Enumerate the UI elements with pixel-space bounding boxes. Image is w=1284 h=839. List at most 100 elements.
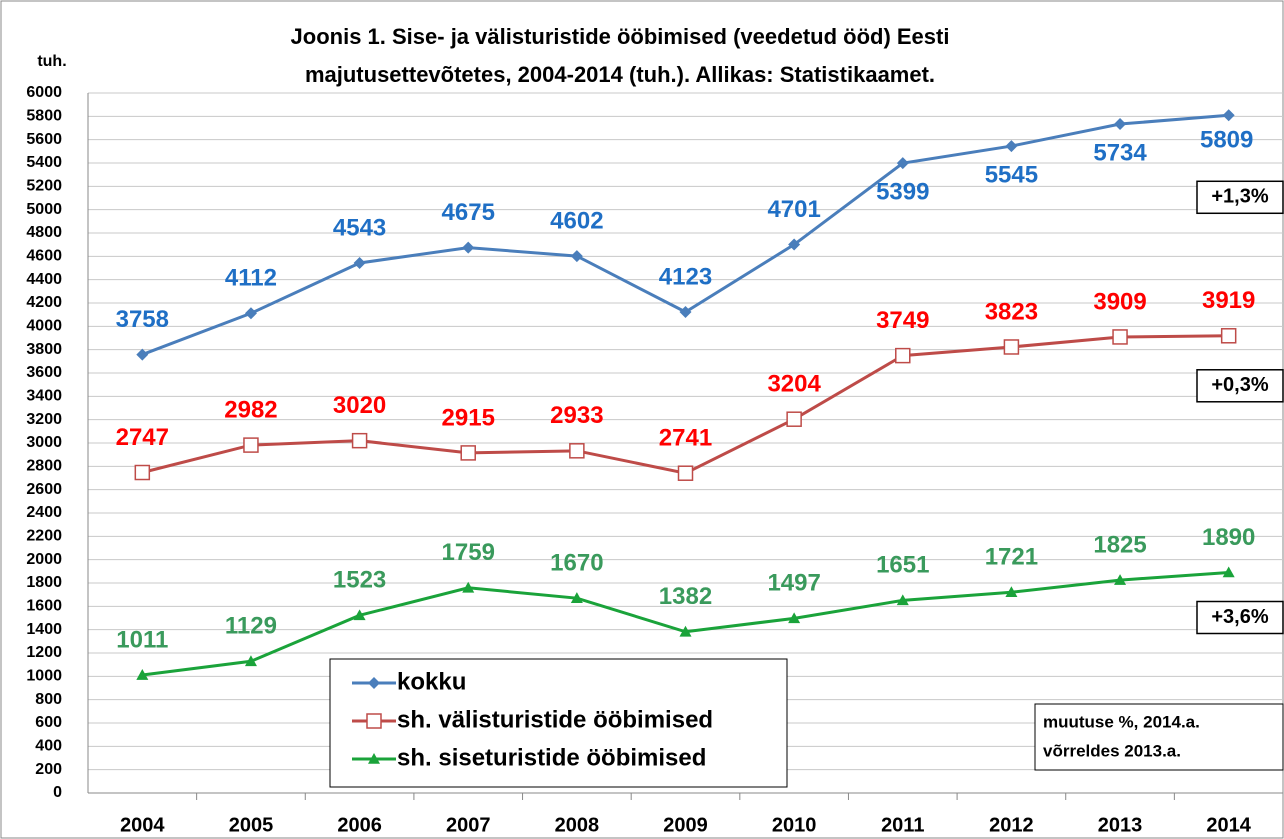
y-tick-label: 5200 [26, 178, 62, 195]
data-label: 2915 [442, 404, 495, 431]
y-tick-label: 2400 [26, 504, 62, 521]
legend-marker [368, 753, 380, 764]
data-label: 2741 [659, 425, 712, 452]
marker [1114, 118, 1127, 131]
data-label: 4602 [550, 207, 603, 234]
marker [1114, 574, 1127, 585]
data-label: 3823 [985, 298, 1038, 325]
y-tick-label: 2000 [26, 551, 62, 568]
data-label: 1497 [767, 570, 820, 597]
marker [569, 443, 585, 459]
y-tick-label: 5400 [26, 154, 62, 171]
annotation-box [1196, 180, 1284, 215]
y-tick-label: 4200 [26, 294, 62, 311]
marker [462, 241, 475, 254]
marker [353, 256, 366, 269]
data-label: 1721 [985, 544, 1038, 571]
legend-marker [368, 677, 380, 689]
y-tick-label: 200 [35, 761, 62, 778]
marker [786, 411, 802, 427]
marker [788, 238, 801, 251]
x-tick-label: 2010 [772, 814, 817, 836]
data-label: 2982 [224, 396, 277, 423]
marker [136, 669, 149, 680]
marker [1005, 586, 1018, 598]
data-label: 3749 [876, 307, 929, 334]
x-tick-label: 2013 [1098, 814, 1143, 836]
marker [788, 612, 801, 624]
x-tick-label: 2008 [555, 814, 600, 836]
data-label: 1129 [225, 613, 277, 640]
data-label: 4701 [767, 196, 820, 223]
data-label: 5809 [1200, 127, 1253, 154]
marker [351, 432, 368, 449]
data-label: 1651 [876, 552, 929, 579]
annotation-box [1196, 369, 1284, 403]
annotation: +1,3% [1211, 186, 1268, 208]
marker [462, 581, 475, 593]
x-tick-label: 2012 [989, 814, 1034, 836]
x-tick-label: 2007 [446, 814, 491, 836]
x-tick-label: 2005 [229, 814, 274, 836]
y-tick-label: 3400 [26, 388, 62, 405]
x-tick-label: 2006 [337, 814, 382, 836]
y-tick-label: 6000 [26, 84, 62, 101]
y-tick-label: 3000 [26, 434, 62, 451]
data-label: 1759 [442, 539, 495, 566]
data-label: 1523 [333, 567, 386, 594]
marker [895, 347, 911, 364]
data-label: 1670 [550, 550, 603, 577]
data-label: 1890 [1202, 524, 1255, 551]
note: võrreldes 2013.a. [1043, 741, 1181, 760]
data-label: 3204 [767, 371, 821, 398]
data-label: 4112 [225, 265, 277, 292]
data-label: 3758 [116, 306, 169, 333]
marker [243, 437, 259, 453]
y-tick-label: 4400 [26, 271, 62, 288]
y-axis-label: tuh. [37, 53, 66, 70]
y-tick-label: 2600 [26, 481, 62, 498]
chart-title: Joonis 1. Sise- ja välisturistide ööbimi… [291, 24, 950, 49]
data-label: 1011 [116, 626, 168, 653]
marker [570, 592, 583, 603]
y-tick-label: 4600 [26, 248, 62, 265]
note-box [1034, 703, 1284, 771]
data-label: 3909 [1093, 288, 1146, 315]
data-label: 2933 [550, 402, 603, 429]
x-tick-label: 2004 [120, 814, 165, 836]
marker [460, 445, 476, 461]
marker [677, 465, 694, 481]
note: muutuse %, 2014.a. [1043, 712, 1200, 731]
x-tick-label: 2014 [1206, 814, 1251, 836]
marker [1005, 140, 1018, 153]
marker [134, 464, 151, 481]
data-label: 1382 [659, 583, 712, 610]
legend-label: kokku [397, 668, 466, 695]
marker [1112, 329, 1128, 345]
marker [1222, 566, 1235, 578]
y-tick-label: 0 [53, 784, 62, 801]
marker [896, 157, 909, 170]
y-tick-label: 5600 [26, 131, 62, 148]
marker [1222, 109, 1235, 122]
y-tick-label: 3600 [26, 364, 62, 381]
annotation-box [1196, 600, 1284, 635]
y-tick-label: 1400 [26, 621, 62, 638]
marker [244, 307, 257, 320]
legend-marker [366, 713, 382, 729]
y-tick-label: 1200 [26, 644, 62, 661]
data-label: 1825 [1093, 531, 1146, 558]
data-label: 4675 [442, 199, 495, 226]
marker [353, 609, 366, 621]
marker [1003, 339, 1020, 355]
y-tick-label: 4000 [26, 318, 62, 335]
y-tick-label: 1800 [26, 574, 62, 591]
y-tick-label: 800 [35, 691, 62, 708]
marker [136, 348, 149, 361]
legend-box [329, 658, 788, 788]
data-label: 3020 [333, 392, 386, 419]
data-label: 5545 [985, 161, 1038, 188]
marker [679, 625, 692, 637]
chart-title: majutusettevõtetes, 2004-2014 (tuh.). Al… [305, 62, 935, 87]
